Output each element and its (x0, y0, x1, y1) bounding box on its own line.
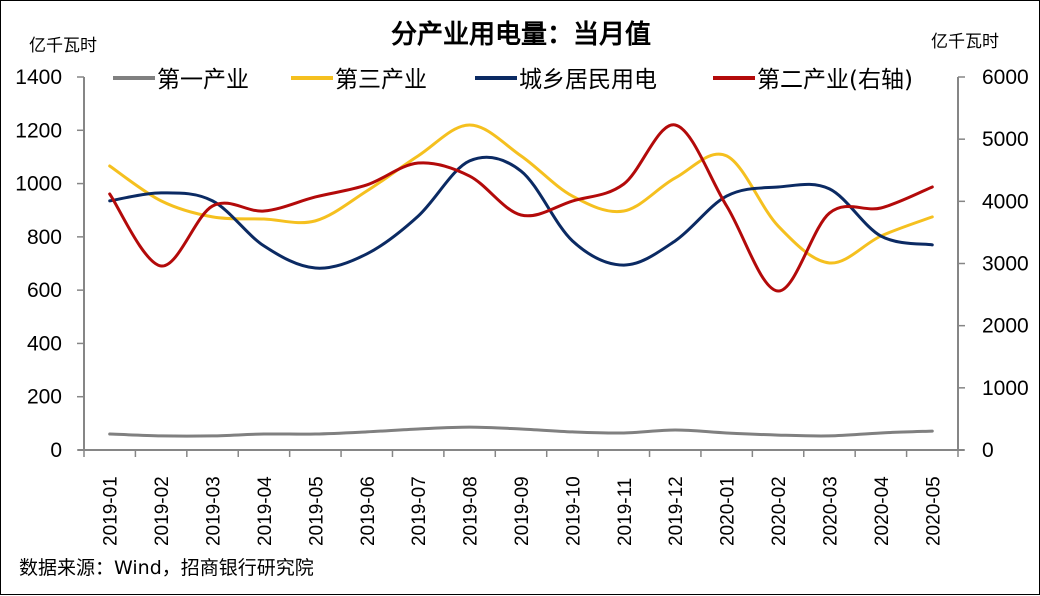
x-tick-label: 2019-05 (306, 476, 327, 546)
left-y-tick-label: 1000 (15, 173, 62, 196)
x-tick-label: 2019-03 (204, 476, 225, 546)
x-tick-label: 2019-04 (255, 476, 276, 546)
x-tick-label: 2020-02 (769, 476, 790, 546)
series-line-1 (108, 123, 934, 265)
x-tick-label: 2019-12 (666, 476, 687, 546)
legend-label: 第二产业(右轴) (757, 67, 913, 93)
x-tick-label: 2020-01 (718, 476, 739, 546)
legend-label: 城乡居民用电 (519, 67, 657, 93)
x-tick-labels: 2019-01 2019-02 2019-03 2019-04 2019-05 2019-… (101, 476, 945, 546)
right-y-tick-label: 3000 (982, 253, 1029, 276)
left-y-tick-label: 1200 (15, 119, 62, 142)
right-y-tick-label: 2000 (982, 315, 1029, 338)
legend: 第一产业 第三产业 城乡居民用电 第二产业(右轴) (113, 67, 913, 93)
x-tick-label: 2020-04 (872, 476, 893, 546)
legend-label: 第一产业 (157, 67, 249, 93)
x-tick-label: 2019-09 (512, 476, 533, 546)
left-y-tick-label: 600 (27, 279, 62, 302)
left-y-tick-label: 200 (27, 386, 62, 409)
x-tick-label: 2020-05 (923, 476, 944, 546)
series-line-0 (108, 425, 934, 438)
axes: 0 200 400 600 800 1000 1200 1400 0 1000 2000 3000 40… (15, 66, 1028, 462)
right-y-tick-label: 5000 (982, 128, 1029, 151)
x-tick-label: 2019-02 (152, 476, 173, 546)
right-y-tick-label: 6000 (982, 66, 1029, 89)
x-tick-label: 2019-07 (409, 476, 430, 546)
right-axis-unit: 亿千瓦时 (931, 32, 999, 52)
left-y-tick-label: 1400 (15, 66, 62, 89)
left-y-tick-label: 0 (50, 439, 62, 462)
x-tick-label: 2020-03 (820, 476, 841, 546)
left-y-tick-label: 800 (27, 226, 62, 249)
x-tick-label: 2019-06 (358, 476, 379, 546)
x-tick-label: 2019-10 (563, 476, 584, 546)
right-y-tick-label: 4000 (982, 190, 1029, 213)
source-note: 数据来源：Wind，招商银行研究院 (19, 557, 314, 579)
right-y-tick-label: 1000 (982, 377, 1029, 400)
series-lines (108, 123, 934, 438)
right-y-tick-label: 0 (982, 439, 994, 462)
x-tick-label: 2019-11 (615, 478, 636, 546)
left-axis-unit: 亿千瓦时 (29, 36, 97, 56)
series-line-2 (108, 155, 934, 270)
series-line-3 (108, 123, 934, 293)
chart-title: 分产业用电量：当月值 (391, 20, 651, 50)
left-y-tick-label: 400 (27, 332, 62, 355)
x-tick-label: 2019-08 (461, 476, 482, 546)
legend-label: 第三产业 (335, 67, 427, 93)
x-tick-label: 2019-01 (101, 476, 122, 546)
